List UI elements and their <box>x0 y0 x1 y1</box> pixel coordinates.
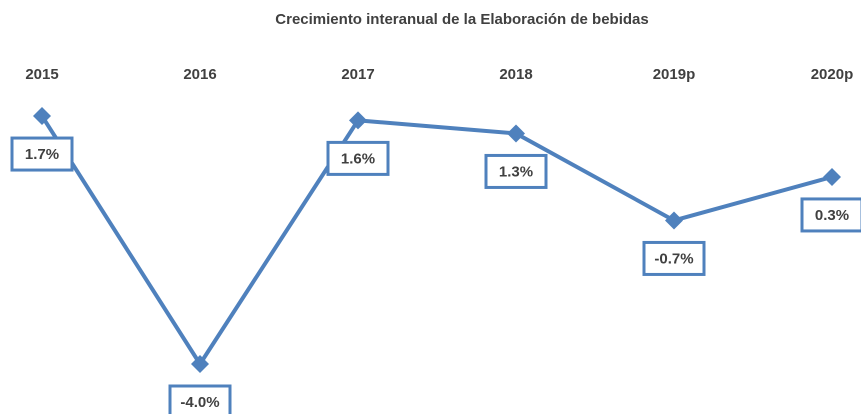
label-box <box>484 153 548 189</box>
data-label: 1.3% <box>499 163 533 180</box>
marker <box>191 355 209 373</box>
data-label: 1.7% <box>25 146 59 163</box>
x-tick-label: 2017 <box>341 66 374 83</box>
x-tick-label: 2018 <box>499 66 532 83</box>
line <box>40 114 833 368</box>
marker <box>665 211 683 230</box>
data-label: 1.6% <box>341 150 375 167</box>
label-box <box>326 140 390 176</box>
x-tick-label: 2019p <box>653 66 696 83</box>
label-box <box>642 240 706 276</box>
x-tick-label: 2015 <box>25 66 58 83</box>
data-label: 0.3% <box>815 207 849 224</box>
data-label: -4.0% <box>180 394 219 411</box>
marker <box>507 124 525 143</box>
marker <box>823 167 841 186</box>
x-tick-label: 2020p <box>811 66 854 83</box>
x-tick-label: 2016 <box>183 66 216 83</box>
marker <box>33 107 51 126</box>
label-box <box>800 197 861 233</box>
label-box <box>10 136 74 172</box>
chart-title: Crecimiento interanual de la Elaboración… <box>275 11 648 28</box>
data-label: -0.7% <box>654 250 693 267</box>
marker <box>349 111 367 130</box>
label-box <box>168 384 232 414</box>
